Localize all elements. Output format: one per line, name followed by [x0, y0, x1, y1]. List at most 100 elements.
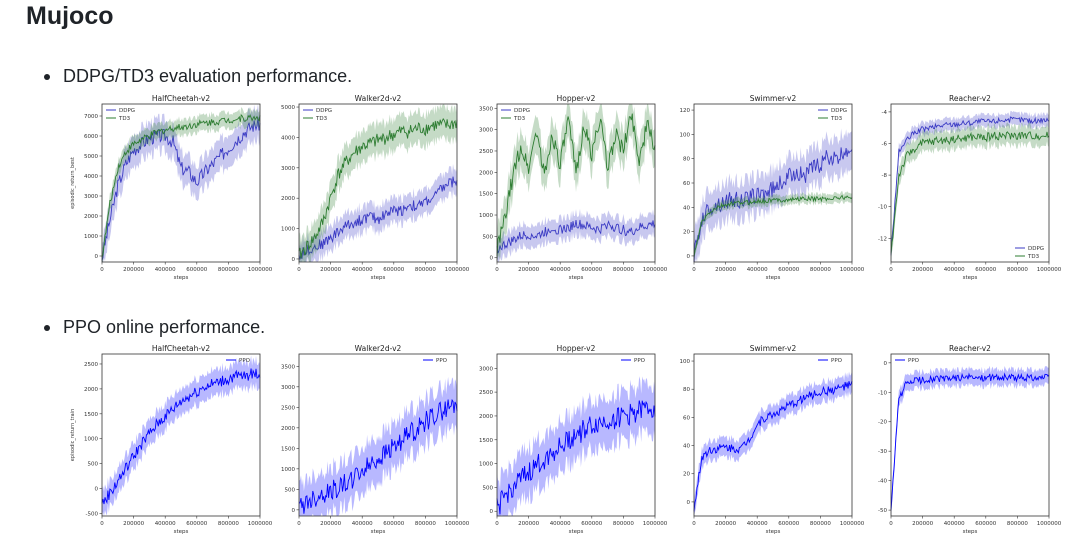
x-axis-label: steps [766, 275, 781, 281]
x-tick-label: 600000 [975, 521, 996, 527]
chart-title: Reacher-v2 [949, 94, 991, 103]
x-tick-label: 600000 [186, 521, 207, 527]
chart-2: Hopper-v2 0 200000 400000 600000 800000 100000… [479, 94, 668, 281]
x-tick-label: 200000 [715, 521, 736, 527]
y-tick-label: 60 [683, 415, 690, 421]
series-line-1 [496, 113, 656, 257]
x-tick-label: 200000 [123, 521, 144, 527]
x-tick-label: 0 [692, 267, 696, 273]
y-tick-label: 1000 [479, 462, 493, 468]
y-tick-label: 1000 [479, 213, 493, 219]
section-ddpg-td3: DDPG/TD3 evaluation performance. [44, 66, 352, 87]
legend-label: PPO [436, 358, 448, 364]
axes-frame [298, 103, 458, 263]
x-tick-label: 200000 [320, 521, 341, 527]
y-tick-label: 0 [687, 500, 691, 506]
series-line-0 [496, 400, 656, 515]
x-tick-label: 400000 [944, 521, 965, 527]
y-tick-label: 500 [88, 462, 99, 468]
series-line-1 [298, 118, 458, 259]
y-tick-label: -30 [878, 449, 887, 455]
y-tick-label: 4000 [281, 135, 295, 141]
y-tick-label: 80 [683, 387, 690, 393]
section-ppo: PPO online performance. [44, 317, 265, 338]
y-tick-label: 120 [680, 108, 691, 114]
chart-title: Reacher-v2 [949, 344, 991, 353]
x-tick-label: 200000 [123, 267, 144, 273]
series-line-1 [101, 114, 261, 258]
y-axis-label: episodic_return_best [70, 157, 76, 209]
x-tick-label: 800000 [613, 521, 634, 527]
y-tick-label: 0 [490, 256, 494, 262]
y-tick-label: 3000 [479, 366, 493, 372]
y-tick-label: -500 [86, 512, 99, 518]
x-tick-label: 400000 [944, 267, 965, 273]
y-tick-label: -8 [882, 173, 888, 179]
y-tick-label: 1000 [84, 234, 98, 240]
section-label: DDPG/TD3 evaluation performance. [63, 66, 353, 86]
chart-title: Hopper-v2 [557, 94, 596, 103]
y-tick-label: 2000 [479, 414, 493, 420]
y-tick-label: 1500 [281, 446, 295, 452]
axes-frame [890, 353, 1050, 517]
axes-frame [890, 103, 1050, 263]
y-tick-label: 5000 [84, 154, 98, 160]
chart-5: HalfCheetah-v2 0 200000 400000 600000 800000 1… [70, 344, 273, 535]
section-label: PPO online performance. [63, 317, 266, 337]
x-tick-label: 200000 [912, 267, 933, 273]
y-tick-label: 2500 [281, 405, 295, 411]
x-axis-label: steps [963, 275, 978, 281]
bullet-dot [44, 324, 50, 331]
x-tick-label: 400000 [747, 267, 768, 273]
x-tick-label: 400000 [550, 267, 571, 273]
chart-title: HalfCheetah-v2 [152, 344, 210, 353]
series-line-0 [693, 147, 853, 263]
y-tick-label: 2500 [479, 390, 493, 396]
chart-8: Swimmer-v2 0 200000 400000 600000 800000 10000… [680, 344, 865, 535]
y-tick-label: -20 [878, 420, 887, 426]
y-tick-label: 3000 [84, 194, 98, 200]
x-tick-label: 600000 [383, 521, 404, 527]
axes-frame [101, 103, 261, 263]
y-tick-label: -4 [882, 110, 888, 116]
x-axis-label: steps [174, 275, 189, 281]
x-tick-label: 200000 [320, 267, 341, 273]
chart-9: Reacher-v2 0 200000 400000 600000 800000 10000… [878, 344, 1062, 535]
y-axis-label: episodic_return_train [70, 409, 76, 462]
legend-label: TD3 [1027, 254, 1040, 260]
y-tick-label: 2000 [479, 170, 493, 176]
legend-label: TD3 [118, 116, 131, 122]
legend-label: PPO [831, 358, 843, 364]
y-tick-label: 0 [687, 254, 691, 260]
x-tick-label: 1000000 [840, 267, 865, 273]
y-tick-label: 500 [483, 234, 494, 240]
x-tick-label: 0 [100, 267, 104, 273]
bullet-dot [44, 73, 50, 80]
series-band-1 [102, 107, 260, 262]
x-tick-label: 0 [297, 521, 301, 527]
y-tick-label: 0 [292, 257, 296, 263]
x-axis-label: steps [174, 529, 189, 535]
x-tick-label: 1000000 [643, 267, 668, 273]
y-tick-label: 20 [683, 472, 690, 478]
x-tick-label: 0 [692, 521, 696, 527]
x-tick-label: 800000 [218, 521, 239, 527]
series-line-0 [890, 372, 1050, 511]
legend-label: TD3 [513, 116, 526, 122]
x-tick-label: 1000000 [1037, 521, 1062, 527]
x-tick-label: 600000 [975, 267, 996, 273]
y-tick-label: 1500 [479, 192, 493, 198]
y-tick-label: -10 [878, 205, 887, 211]
series-band-0 [497, 208, 655, 262]
y-tick-label: 2000 [281, 196, 295, 202]
series-line-0 [890, 116, 1050, 256]
x-tick-label: 800000 [1007, 267, 1028, 273]
x-tick-label: 200000 [715, 267, 736, 273]
series-band-0 [891, 110, 1049, 262]
x-tick-label: 400000 [352, 521, 373, 527]
series-band-1 [694, 190, 852, 262]
y-tick-label: 1500 [479, 438, 493, 444]
series-band-0 [694, 371, 852, 516]
x-tick-label: 600000 [186, 267, 207, 273]
x-tick-label: 800000 [810, 521, 831, 527]
